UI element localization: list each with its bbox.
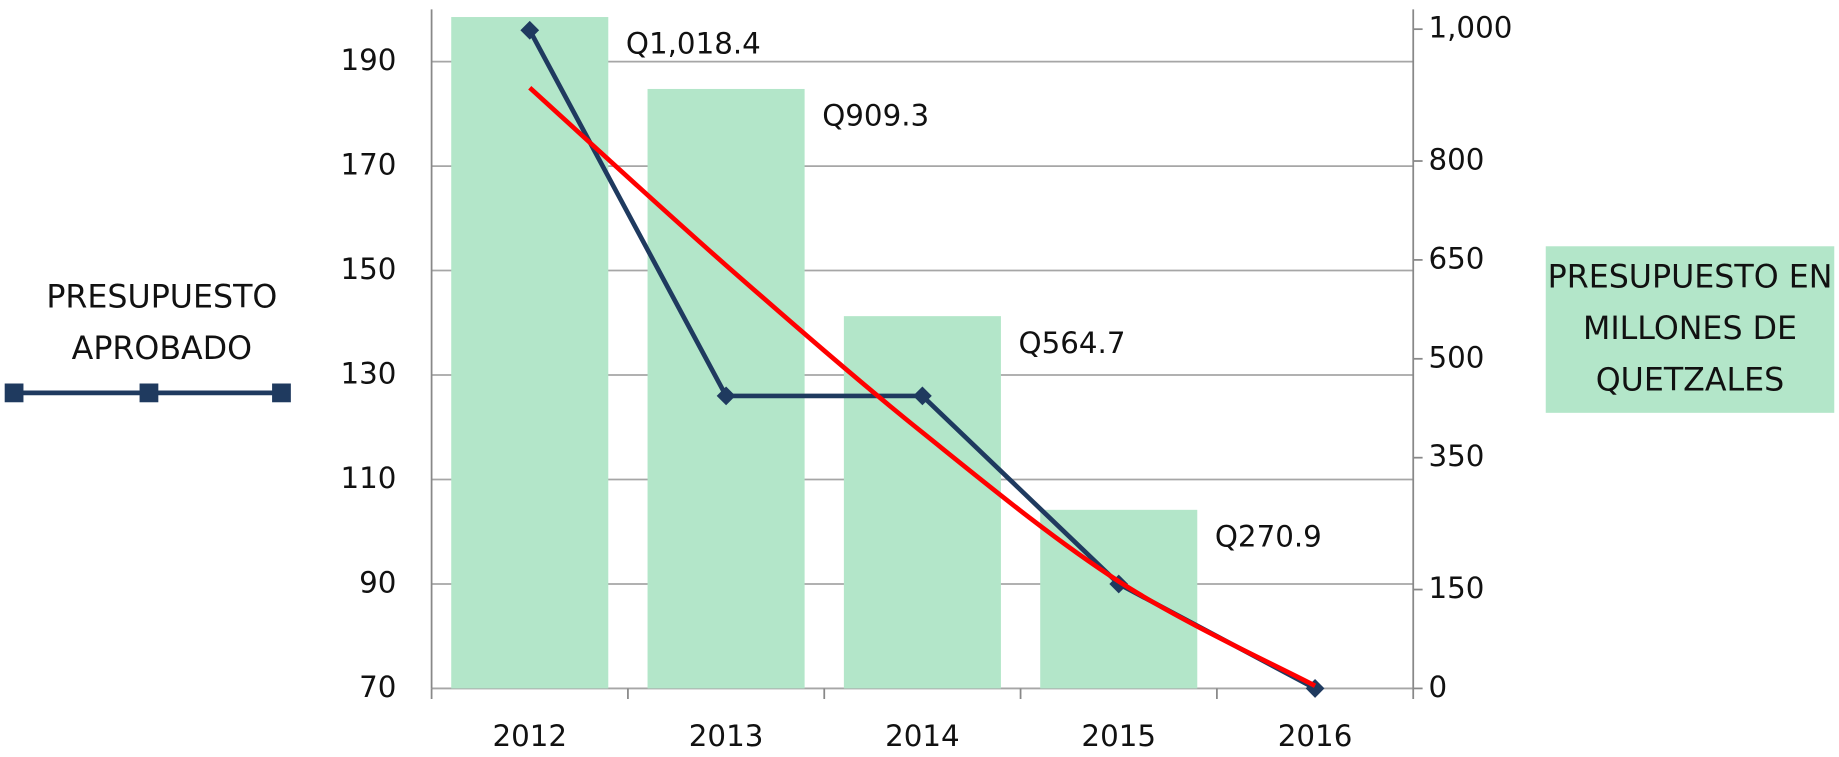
y-tick-label: 190 [340, 43, 396, 77]
y-tick-label: 90 [359, 565, 396, 599]
y-tick-label: 110 [340, 461, 396, 495]
x-tick-label: 2014 [885, 719, 960, 753]
y-tick-label: 150 [340, 252, 396, 286]
data-label: Q909.3 [822, 99, 929, 133]
legend-entry: PRESUPUESTO EN MILLONES DE QUETZALES [1547, 259, 1833, 399]
legend-box [1545, 246, 1835, 413]
x-tick-label: 2013 [689, 719, 764, 753]
y2-tick-label: 650 [1428, 241, 1484, 275]
x-tick-label: 2015 [1081, 719, 1156, 753]
data-label: Q564.7 [1019, 326, 1126, 360]
legend-marker [4, 383, 24, 403]
legend-label: PRESUPUESTO EN MILLONES DE QUETZALES [1547, 259, 1833, 399]
x-tick-label: 2012 [492, 719, 567, 753]
y2-tick-label: 500 [1428, 340, 1484, 374]
bar [1040, 509, 1198, 689]
data-label: Q270.9 [1215, 519, 1322, 553]
legend-entry: PRESUPUESTO APROBADO [46, 279, 278, 368]
y2-tick-label: 800 [1428, 143, 1484, 177]
y2-tick-label: 350 [1428, 439, 1484, 473]
marker [913, 386, 932, 406]
y2-tick-label: 0 [1428, 670, 1447, 704]
legend-marker [272, 383, 291, 403]
marker [520, 20, 540, 40]
bar [843, 316, 1001, 689]
y-tick-label: 70 [359, 670, 396, 704]
trend-line [528, 85, 1317, 688]
data-label: Q1,018.4 [626, 27, 761, 61]
y2-tick-label: 1,000 [1428, 11, 1512, 45]
y-tick-label: 170 [340, 148, 396, 182]
y2-tick-label: 150 [1428, 571, 1484, 605]
legend-marker [139, 383, 159, 403]
bar [451, 17, 609, 689]
x-tick-label: 2016 [1278, 719, 1353, 753]
y-tick-label: 130 [340, 357, 396, 391]
legend-label: PRESUPUESTO APROBADO [46, 279, 278, 368]
